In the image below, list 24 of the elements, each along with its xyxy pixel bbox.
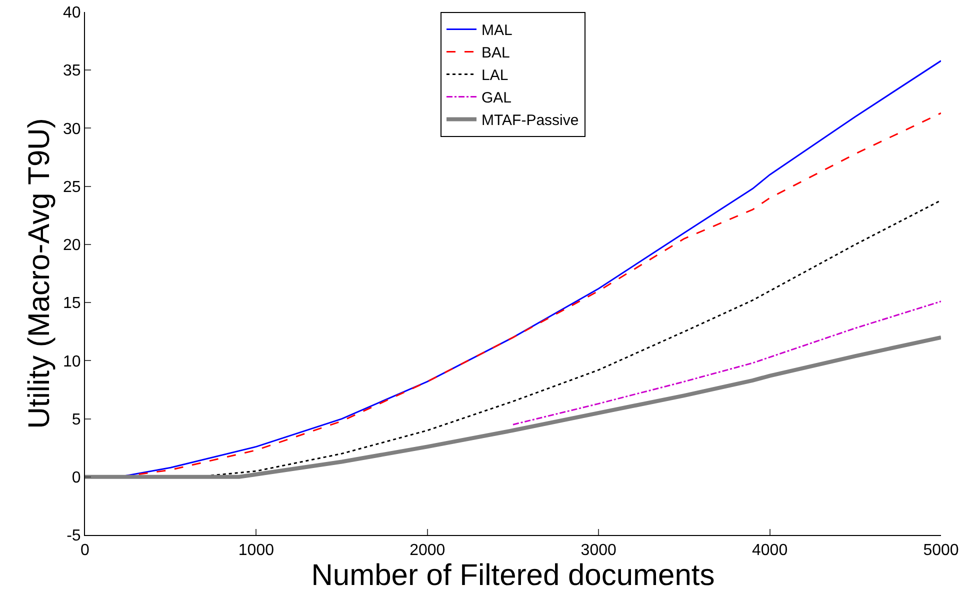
legend-label: BAL bbox=[482, 44, 510, 62]
line-series bbox=[85, 335, 941, 479]
y-tick-label: 5 bbox=[72, 411, 81, 428]
legend-label: LAL bbox=[482, 67, 508, 84]
legend-label: MTAF-Passive bbox=[482, 112, 579, 130]
x-tick-label: 1000 bbox=[238, 542, 274, 560]
y-tick-label: 30 bbox=[63, 120, 81, 138]
x-tick-label: 5000 bbox=[923, 542, 959, 560]
y-axis-title: Utility (Macro-Avg T9U) bbox=[23, 118, 56, 429]
y-tick-label: 0 bbox=[72, 469, 81, 486]
legend-label: MAL bbox=[482, 22, 512, 40]
y-tick-label: 35 bbox=[63, 62, 81, 80]
y-tick-label: 40 bbox=[63, 4, 81, 22]
y-tick-label: 25 bbox=[63, 178, 81, 196]
y-tick-label: 20 bbox=[63, 237, 81, 254]
y-tick-label: 15 bbox=[63, 295, 81, 312]
legend-label: GAL bbox=[482, 90, 512, 107]
y-tick-label: -5 bbox=[66, 528, 81, 545]
y-tick-label: 10 bbox=[63, 353, 81, 370]
line-series bbox=[512, 300, 941, 426]
x-tick-label: 2000 bbox=[410, 542, 446, 560]
x-axis-title: Number of Filtered documents bbox=[311, 559, 715, 592]
x-tick-label: 4000 bbox=[752, 542, 788, 560]
x-tick-label: 3000 bbox=[580, 542, 616, 560]
